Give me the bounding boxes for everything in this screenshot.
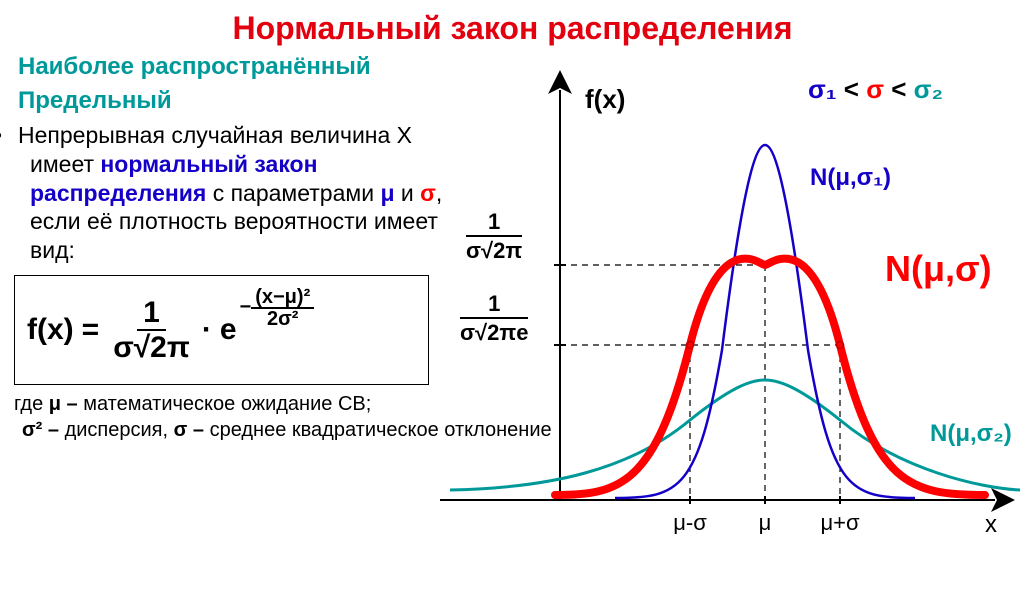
exp-num: (x−μ)² xyxy=(251,287,314,309)
x-axis-label: x xyxy=(985,511,997,538)
distribution-chart: σ₁ < σ < σ₂ 1 σ√2π 1 σ√2πe f(x) N(μ,σ₁) … xyxy=(440,70,1020,580)
xtick-label-3: μ+σ xyxy=(820,510,860,535)
legend-mu-text: математическое ожидание СВ; xyxy=(83,393,371,415)
curve-label-red: N(μ,σ) xyxy=(885,248,992,290)
xtick-label-2: μ xyxy=(759,510,772,535)
xtick-label-1: μ-σ xyxy=(673,510,707,535)
legend-sigma: σ – xyxy=(174,419,204,441)
def-mid: с параметрами xyxy=(206,180,380,206)
y-tick-inflection: 1 σ√2πe xyxy=(460,292,528,344)
formula-lhs: f(x) xyxy=(27,313,74,347)
param-mu: μ xyxy=(380,180,394,206)
ytick1-den: σ√2π xyxy=(466,237,522,262)
formula-fraction: 1 σ√2π xyxy=(109,296,194,364)
curve-red xyxy=(555,259,985,495)
legend-sigma2-text: дисперсия, xyxy=(65,419,174,441)
frac-num: 1 xyxy=(137,296,166,331)
exp-den: 2σ² xyxy=(267,309,298,329)
formula-dot: · xyxy=(202,313,212,347)
definition-text: Непрерывная случайная величина X имеет н… xyxy=(0,121,445,265)
curve-label-blue: N(μ,σ₁) xyxy=(810,164,891,192)
ineq-s: σ xyxy=(866,74,884,104)
density-formula: f(x) = 1 σ√2π · e − (x−μ)² 2σ² xyxy=(14,275,429,385)
ytick1-num: 1 xyxy=(466,210,522,237)
ineq-lt1: < xyxy=(844,74,866,104)
ineq-s2: σ₂ xyxy=(914,74,943,104)
param-sigma: σ xyxy=(420,180,436,206)
exp-minus: − xyxy=(240,296,252,319)
ytick2-num: 1 xyxy=(460,292,528,319)
formula-e: e xyxy=(220,313,237,347)
ineq-lt2: < xyxy=(891,74,913,104)
sigma-inequality: σ₁ < σ < σ₂ xyxy=(808,74,943,105)
y-axis-label: f(x) xyxy=(585,84,625,115)
y-tick-peak: 1 σ√2π xyxy=(466,210,522,262)
curve-label-teal: N(μ,σ₂) xyxy=(930,420,1012,448)
def-and: и xyxy=(395,180,421,206)
formula-eq: = xyxy=(82,313,100,347)
legend-sigma2: σ² – xyxy=(22,419,59,441)
legend-where: где xyxy=(14,393,49,415)
legend-mu: μ – xyxy=(49,393,78,415)
ytick2-den: σ√2πe xyxy=(460,319,528,344)
frac-den: σ√2π xyxy=(109,331,194,364)
formula-exponent: (x−μ)² 2σ² xyxy=(251,287,314,329)
ineq-s1: σ₁ xyxy=(808,74,837,104)
page-title: Нормальный закон распределения xyxy=(0,0,1025,47)
